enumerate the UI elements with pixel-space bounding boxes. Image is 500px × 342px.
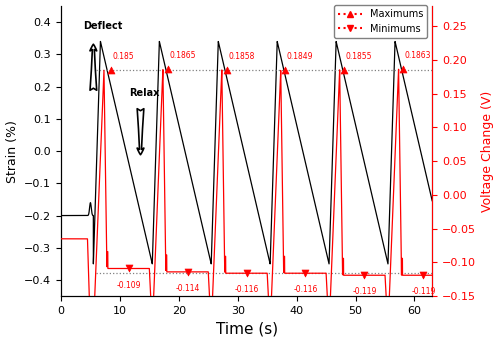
Text: -0.119: -0.119 — [352, 287, 377, 297]
Point — [107, 67, 115, 73]
Point — [360, 273, 368, 278]
Y-axis label: Voltage Change (V): Voltage Change (V) — [482, 90, 494, 212]
Point — [242, 271, 250, 276]
Point — [164, 66, 172, 72]
Point — [420, 273, 428, 278]
Text: 0.1855: 0.1855 — [346, 52, 372, 61]
Legend: Maximums, Minimums: Maximums, Minimums — [334, 5, 428, 38]
Text: -0.114: -0.114 — [176, 284, 200, 293]
Point — [184, 269, 192, 275]
Text: -0.116: -0.116 — [235, 285, 259, 294]
Text: 0.185: 0.185 — [113, 52, 134, 61]
Text: 0.1863: 0.1863 — [404, 51, 431, 61]
Point — [302, 271, 310, 276]
Text: Deflect: Deflect — [84, 21, 122, 30]
Text: -0.116: -0.116 — [294, 285, 318, 294]
Text: -0.119: -0.119 — [412, 287, 436, 297]
Text: Relax: Relax — [128, 88, 159, 98]
Point — [398, 66, 406, 72]
Point — [281, 67, 289, 73]
Y-axis label: Strain (%): Strain (%) — [6, 120, 18, 183]
X-axis label: Time (s): Time (s) — [216, 321, 278, 337]
Point — [124, 266, 132, 271]
Point — [223, 67, 231, 72]
Text: -0.109: -0.109 — [117, 281, 141, 290]
Text: 0.1849: 0.1849 — [286, 52, 313, 61]
Text: 0.1865: 0.1865 — [170, 51, 196, 60]
Text: 0.1858: 0.1858 — [229, 52, 256, 61]
Point — [340, 67, 348, 73]
